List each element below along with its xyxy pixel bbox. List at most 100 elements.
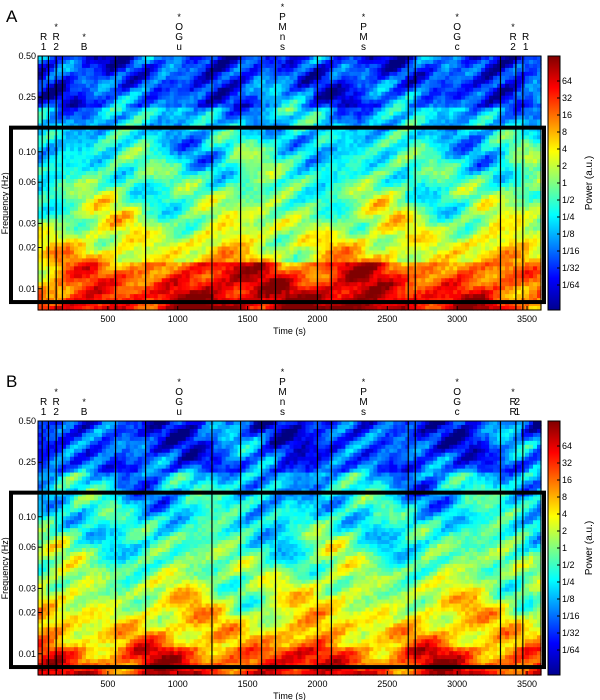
heatmap-cell	[285, 75, 291, 81]
heatmap-cell	[93, 67, 99, 73]
heatmap-cell	[217, 75, 223, 81]
heatmap-cell	[177, 119, 183, 125]
heatmap-cell	[249, 171, 255, 176]
heatmap-cell	[57, 159, 63, 164]
heatmap-cell	[193, 139, 199, 144]
heatmap-cell	[345, 143, 350, 148]
heatmap-cell	[193, 147, 199, 152]
heatmap-cell	[61, 107, 67, 113]
heatmap-cell	[265, 155, 271, 160]
heatmap-cell	[161, 167, 167, 172]
heatmap-cell	[365, 167, 370, 172]
heatmap-cell	[353, 198, 358, 204]
heatmap-cell	[525, 159, 530, 164]
heatmap-cell	[141, 87, 147, 93]
heatmap-cell	[233, 171, 239, 176]
heatmap-cell	[97, 151, 103, 156]
heatmap-cell	[473, 183, 478, 188]
heatmap-cell	[453, 99, 458, 105]
heatmap-cell	[417, 159, 422, 164]
heatmap-cell	[49, 91, 55, 97]
heatmap-cell	[429, 111, 434, 117]
heatmap-cell	[225, 83, 231, 89]
heatmap-cell	[101, 194, 107, 200]
heatmap-cell	[525, 167, 530, 172]
heatmap-cell	[365, 131, 370, 136]
heatmap-cell	[325, 99, 331, 105]
heatmap-cell	[345, 202, 350, 208]
heatmap-cell	[489, 59, 494, 65]
heatmap-cell	[429, 119, 434, 125]
heatmap-cell	[369, 67, 374, 73]
heatmap-cell	[289, 159, 295, 164]
heatmap-cell	[65, 155, 71, 160]
heatmap-cell	[325, 159, 331, 164]
heatmap-cell	[185, 63, 191, 69]
heatmap-cell	[269, 67, 275, 73]
heatmap-cell	[89, 103, 95, 109]
heatmap-cell	[313, 91, 319, 97]
heatmap-cell	[201, 163, 207, 168]
heatmap-cell	[361, 183, 366, 188]
heatmap-cell	[345, 151, 350, 156]
heatmap-cell	[61, 171, 67, 176]
heatmap-cell	[337, 67, 342, 73]
heatmap-cell	[469, 131, 474, 136]
heatmap-cell	[141, 119, 147, 125]
heatmap-cell	[313, 139, 319, 144]
heatmap-cell	[201, 175, 207, 180]
heatmap-cell	[89, 63, 95, 69]
heatmap-cell	[165, 206, 171, 212]
heatmap-cell	[57, 186, 63, 192]
heatmap-cell	[85, 83, 91, 89]
heatmap-cell	[429, 190, 434, 196]
heatmap-cell	[293, 206, 299, 212]
heatmap-cell	[217, 107, 223, 113]
heatmap-cell	[425, 167, 430, 172]
heatmap-cell	[117, 139, 123, 144]
heatmap-cell	[445, 135, 450, 140]
heatmap-cell	[109, 151, 115, 156]
heatmap-cell	[505, 127, 510, 133]
heatmap-cell	[389, 135, 394, 140]
heatmap-cell	[165, 143, 171, 148]
heatmap-cell	[485, 67, 490, 73]
heatmap-cell	[285, 179, 291, 184]
heatmap-cell	[133, 183, 139, 188]
heatmap-cell	[429, 75, 434, 81]
heatmap-cell	[449, 87, 454, 93]
heatmap-cell	[337, 75, 342, 81]
heatmap-cell	[277, 151, 283, 156]
heatmap-cell	[237, 198, 243, 204]
heatmap-cell	[433, 56, 438, 61]
heatmap-cell	[41, 56, 47, 61]
heatmap-cell	[77, 95, 83, 101]
heatmap-cell	[537, 171, 542, 176]
heatmap-cell	[489, 139, 494, 144]
heatmap-cell	[401, 91, 406, 97]
heatmap-cell	[321, 71, 327, 77]
heatmap-cell	[289, 175, 295, 180]
heatmap-cell	[489, 103, 494, 109]
heatmap-cell	[249, 143, 255, 148]
heatmap-cell	[69, 99, 75, 105]
heatmap-cell	[301, 206, 307, 212]
heatmap-cell	[277, 198, 283, 204]
heatmap-cell	[161, 147, 167, 152]
heatmap-cell	[305, 59, 311, 65]
heatmap-cell	[41, 186, 47, 192]
heatmap-cell	[321, 63, 327, 69]
heatmap-cell	[49, 71, 55, 77]
heatmap-cell	[401, 167, 406, 172]
heatmap-cell	[137, 99, 143, 105]
heatmap-cell	[297, 186, 303, 192]
heatmap-cell	[77, 91, 83, 97]
heatmap-cell	[217, 56, 223, 61]
heatmap-cell	[157, 186, 163, 192]
heatmap-cell	[529, 63, 534, 69]
heatmap-cell	[533, 56, 538, 61]
heatmap-cell	[249, 202, 255, 208]
heatmap-cell	[225, 147, 231, 152]
heatmap-cell	[145, 179, 151, 184]
heatmap-cell	[517, 139, 522, 144]
